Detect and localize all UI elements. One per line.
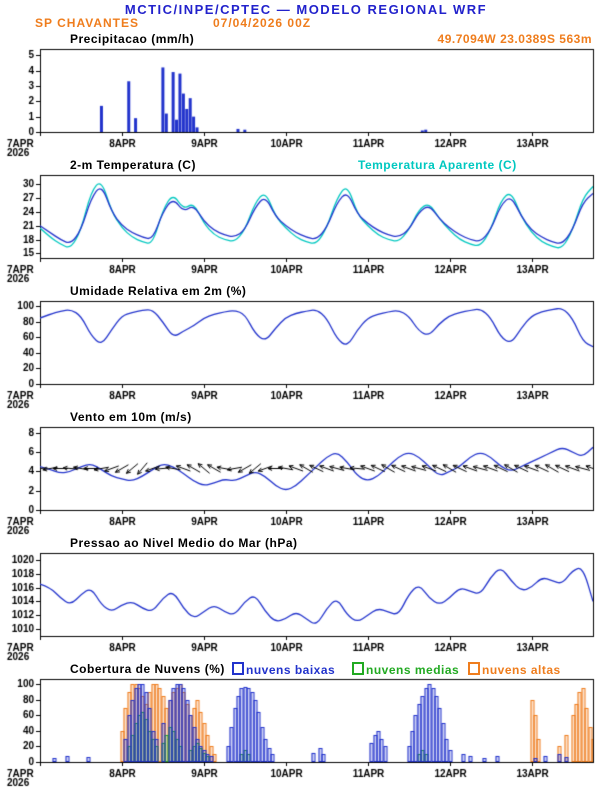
cloud-cover-chart	[0, 676, 612, 788]
humidity-title: Umidade Relativa em 2m (%)	[70, 284, 247, 298]
pressure-chart	[0, 550, 612, 662]
nuvens-baixas-label: nuvens baixas	[246, 663, 336, 677]
panel-pressure: Pressao ao Nivel Medio do Mar (hPa)	[0, 536, 612, 662]
humidity-title-row: Umidade Relativa em 2m (%)	[0, 284, 612, 298]
precipitation-title-row: Precipitacao (mm/h) 49.7094W 23.0389S 56…	[0, 32, 612, 46]
temperature-title: 2-m Temperatura (C)	[70, 158, 196, 172]
precipitation-chart	[0, 46, 612, 158]
cloud-cover-title: Cobertura de Nuvens (%)	[70, 662, 225, 676]
panel-wind: Vento em 10m (m/s)	[0, 410, 612, 536]
nuvens-medias-swatch-icon	[352, 662, 364, 675]
legend-nuvens-medias: nuvens medias	[352, 662, 459, 677]
station-coordinates: 49.7094W 23.0389S 563m	[437, 32, 592, 46]
temperature-title-row: 2-m Temperatura (C) Temperatura Aparente…	[0, 158, 612, 172]
panel-temperature: 2-m Temperatura (C) Temperatura Aparente…	[0, 158, 612, 284]
humidity-chart	[0, 298, 612, 410]
panel-humidity: Umidade Relativa em 2m (%)	[0, 284, 612, 410]
panel-cloud-cover: Cobertura de Nuvens (%) nuvens baixas nu…	[0, 662, 612, 788]
nuvens-altas-label: nuvens altas	[482, 663, 561, 677]
run-datetime: 07/04/2026 00Z	[213, 16, 312, 30]
legend-nuvens-altas: nuvens altas	[468, 662, 561, 677]
legend-nuvens-baixas: nuvens baixas	[232, 662, 335, 677]
station-name: SP CHAVANTES	[35, 16, 140, 30]
temperature-chart	[0, 172, 612, 284]
wind-title-row: Vento em 10m (m/s)	[0, 410, 612, 424]
pressure-title: Pressao ao Nivel Medio do Mar (hPa)	[70, 536, 298, 550]
nuvens-medias-label: nuvens medias	[366, 663, 460, 677]
apparent-temperature-title: Temperatura Aparente (C)	[358, 158, 517, 172]
nuvens-altas-swatch-icon	[468, 662, 480, 675]
pressure-title-row: Pressao ao Nivel Medio do Mar (hPa)	[0, 536, 612, 550]
nuvens-baixas-swatch-icon	[232, 662, 244, 675]
cloud-cover-title-row: Cobertura de Nuvens (%) nuvens baixas nu…	[0, 662, 612, 677]
wind-chart	[0, 424, 612, 536]
page-title: MCTIC/INPE/CPTEC — MODELO REGIONAL WRF	[124, 2, 488, 17]
precipitation-title: Precipitacao (mm/h)	[70, 32, 195, 46]
panel-precipitation: Precipitacao (mm/h) 49.7094W 23.0389S 56…	[0, 32, 612, 158]
header-row: SP CHAVANTES 07/04/2026 00Z	[0, 16, 612, 32]
wind-title: Vento em 10m (m/s)	[70, 410, 192, 424]
